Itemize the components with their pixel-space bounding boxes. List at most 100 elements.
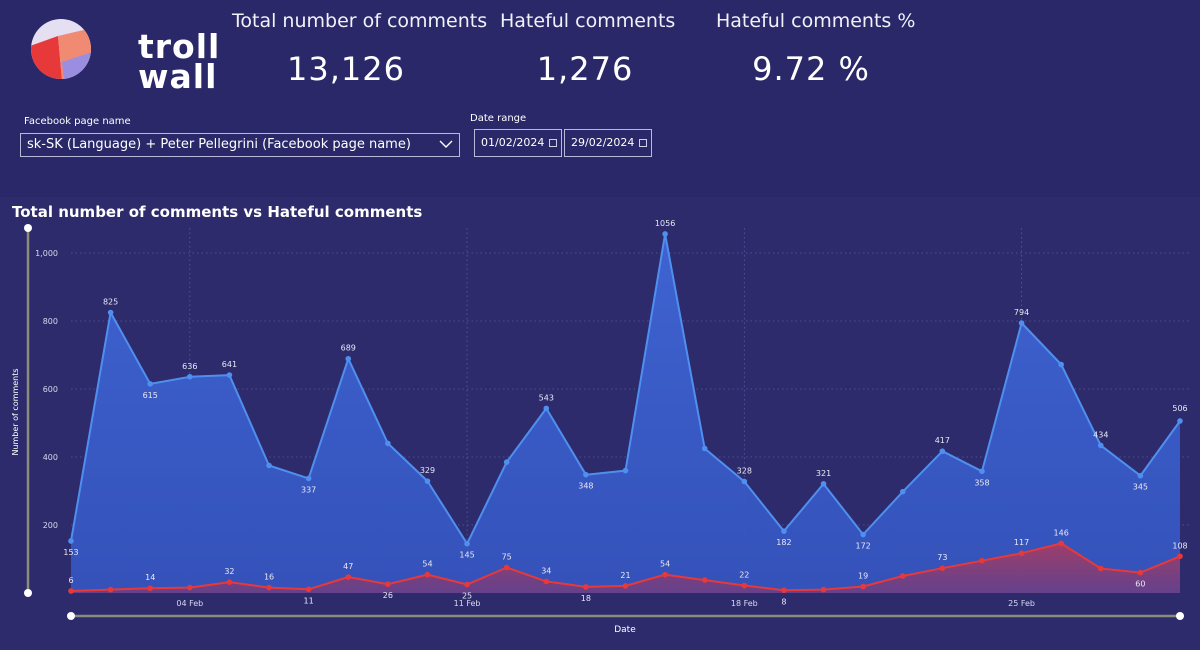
hateful-comments-data-label: 108	[1172, 541, 1187, 550]
total-comments-point[interactable]	[781, 528, 787, 534]
total-comments-point[interactable]	[385, 440, 391, 447]
hateful-comments-point[interactable]	[464, 581, 470, 588]
hateful-comments-point[interactable]	[1018, 550, 1025, 557]
total-comments-point[interactable]	[1097, 442, 1104, 449]
trollwall-logo: troll wall	[30, 18, 219, 93]
hateful-comments-point[interactable]	[741, 582, 748, 589]
total-comments-point[interactable]	[266, 462, 272, 469]
date-end-input[interactable]: 29/02/2024	[564, 129, 652, 157]
logo-mark	[31, 19, 91, 79]
total-comments-point[interactable]	[899, 488, 906, 495]
x-tick-label: 18 Feb	[731, 599, 758, 608]
y-tick-label: 200	[43, 521, 58, 530]
hateful-comments-point[interactable]	[226, 579, 233, 585]
hateful-comments-point[interactable]	[701, 577, 708, 583]
hateful-comments-data-label: 146	[1054, 528, 1069, 537]
hateful-comments-point[interactable]	[583, 584, 589, 590]
hateful-comments-point[interactable]	[543, 578, 550, 585]
y-zoom-slider-handle[interactable]	[24, 589, 32, 597]
total-comments-data-label: 636	[182, 362, 197, 371]
total-comments-point[interactable]	[860, 531, 866, 538]
hateful-comments-point[interactable]	[503, 564, 510, 571]
hateful-comments-point[interactable]	[662, 571, 668, 578]
total-comments-point[interactable]	[424, 478, 431, 484]
x-zoom-slider-handle[interactable]	[1176, 612, 1184, 620]
kpi-label: Total number of comments	[232, 10, 488, 32]
x-zoom-slider-handle[interactable]	[67, 612, 75, 620]
hateful-comments-data-label: 22	[739, 571, 749, 580]
total-comments-point[interactable]	[741, 478, 748, 485]
hateful-comments-data-label: 32	[224, 567, 234, 576]
total-comments-point[interactable]	[147, 381, 154, 387]
date-start-input[interactable]: 01/02/2024	[474, 129, 562, 157]
total-comments-point[interactable]	[820, 481, 827, 487]
kpi-hateful-comments: Hateful comments 1,276	[500, 10, 675, 88]
hateful-comments-point[interactable]	[1097, 565, 1104, 572]
total-comments-point[interactable]	[1177, 418, 1183, 424]
y-tick-label: 800	[43, 317, 58, 326]
kpi-total-comments: Total number of comments 13,126	[232, 10, 488, 88]
total-comments-point[interactable]	[583, 471, 589, 478]
hateful-comments-point[interactable]	[305, 586, 312, 593]
y-zoom-slider-handle[interactable]	[24, 224, 32, 232]
hateful-comments-point[interactable]	[424, 571, 431, 578]
hateful-comments-point[interactable]	[266, 584, 272, 591]
y-tick-label: 1,000	[35, 249, 58, 258]
hateful-comments-point[interactable]	[187, 584, 193, 591]
date-start-value: 01/02/2024	[481, 136, 545, 149]
hateful-comments-point[interactable]	[939, 565, 946, 571]
hateful-comments-point[interactable]	[1058, 540, 1064, 547]
date-end-value: 29/02/2024	[571, 136, 635, 149]
total-comments-point[interactable]	[1018, 320, 1025, 326]
y-tick-label: 400	[43, 453, 58, 462]
hateful-comments-point[interactable]	[68, 588, 74, 594]
total-comments-data-label: 417	[935, 436, 950, 445]
hateful-comments-data-label: 25	[462, 592, 472, 601]
calendar-icon[interactable]	[639, 139, 647, 147]
hateful-comments-data-label: 16	[264, 573, 274, 582]
hateful-comments-point[interactable]	[979, 557, 985, 564]
hateful-comments-area	[71, 543, 1180, 593]
total-comments-point[interactable]	[226, 372, 233, 378]
total-comments-data-label: 825	[103, 298, 118, 307]
logo-text-line2: wall	[138, 57, 218, 96]
hateful-comments-point[interactable]	[781, 587, 787, 594]
hateful-comments-point[interactable]	[860, 583, 866, 590]
calendar-icon[interactable]	[549, 139, 557, 147]
total-comments-point[interactable]	[1137, 472, 1144, 479]
total-comments-point[interactable]	[622, 467, 629, 474]
y-tick-label: 600	[43, 385, 58, 394]
facebook-page-dropdown[interactable]: sk-SK (Language) + Peter Pellegrini (Fac…	[20, 133, 460, 157]
total-comments-point[interactable]	[68, 538, 74, 544]
hateful-comments-point[interactable]	[1177, 553, 1183, 560]
hateful-comments-point[interactable]	[385, 581, 391, 587]
total-comments-point[interactable]	[503, 459, 510, 465]
hateful-comments-point[interactable]	[147, 585, 154, 592]
total-comments-point[interactable]	[305, 475, 312, 482]
x-tick-label: 04 Feb	[176, 599, 203, 608]
hateful-comments-data-label: 8	[781, 597, 786, 606]
hateful-comments-data-label: 34	[541, 566, 551, 575]
total-comments-point[interactable]	[543, 405, 550, 412]
total-comments-point[interactable]	[939, 448, 946, 455]
total-comments-data-label: 329	[420, 466, 435, 475]
total-comments-point[interactable]	[662, 231, 668, 237]
total-comments-point[interactable]	[187, 373, 193, 380]
total-comments-point[interactable]	[464, 540, 470, 547]
total-comments-data-label: 172	[856, 542, 871, 551]
total-comments-data-label: 358	[974, 478, 989, 487]
chevron-down-icon	[439, 140, 453, 148]
hateful-comments-point[interactable]	[622, 583, 629, 589]
hateful-comments-point[interactable]	[107, 586, 114, 593]
hateful-comments-point[interactable]	[1137, 569, 1144, 576]
total-comments-data-label: 543	[539, 393, 554, 402]
total-comments-point[interactable]	[345, 355, 352, 362]
total-comments-point[interactable]	[107, 309, 114, 316]
hateful-comments-data-label: 21	[620, 571, 630, 580]
total-comments-point[interactable]	[701, 445, 708, 452]
total-comments-point[interactable]	[979, 468, 985, 475]
total-comments-point[interactable]	[1058, 361, 1064, 368]
hateful-comments-point[interactable]	[899, 573, 906, 579]
hateful-comments-point[interactable]	[820, 586, 827, 593]
hateful-comments-point[interactable]	[345, 574, 352, 580]
